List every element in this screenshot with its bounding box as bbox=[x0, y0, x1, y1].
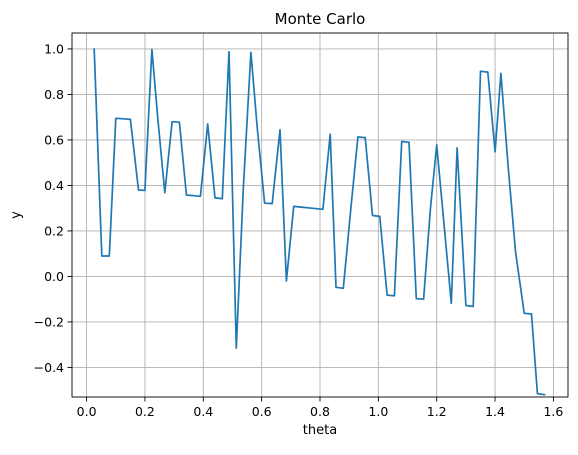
y-tick-label: 0.4 bbox=[44, 178, 64, 193]
x-tick-label: 0.2 bbox=[135, 404, 155, 419]
y-tick-label: 0.2 bbox=[44, 223, 64, 238]
x-tick-label: 1.6 bbox=[543, 404, 563, 419]
series-line bbox=[93, 48, 546, 396]
chart-title: Monte Carlo bbox=[275, 10, 366, 28]
x-tick-label: 1.0 bbox=[368, 404, 388, 419]
data-series bbox=[93, 48, 546, 396]
y-tick-label: 1.0 bbox=[44, 41, 64, 56]
x-tick-label: 0.8 bbox=[310, 404, 330, 419]
x-tick-label: 0.6 bbox=[252, 404, 272, 419]
x-tick-label: 0.4 bbox=[193, 404, 213, 419]
y-tick-label: 0.0 bbox=[44, 269, 64, 284]
x-tick-label: 0.0 bbox=[77, 404, 97, 419]
x-tick-label: 1.4 bbox=[485, 404, 505, 419]
y-grid-lines bbox=[72, 48, 568, 368]
y-axis-ticks: −0.4 −0.2 0.0 0.2 0.4 0.6 0.8 1.0 bbox=[34, 41, 72, 375]
y-tick-label: 0.8 bbox=[44, 87, 64, 102]
y-tick-label: −0.4 bbox=[34, 360, 64, 375]
y-tick-label: −0.2 bbox=[34, 314, 64, 329]
x-tick-label: 1.2 bbox=[427, 404, 447, 419]
x-axis-label: theta bbox=[303, 423, 337, 438]
x-axis-ticks: 0.0 0.2 0.4 0.6 0.8 1.0 1.2 1.4 1.6 bbox=[77, 397, 563, 419]
y-axis-label: y bbox=[9, 211, 24, 219]
y-tick-label: 0.6 bbox=[44, 132, 64, 147]
x-grid-lines bbox=[86, 33, 554, 397]
